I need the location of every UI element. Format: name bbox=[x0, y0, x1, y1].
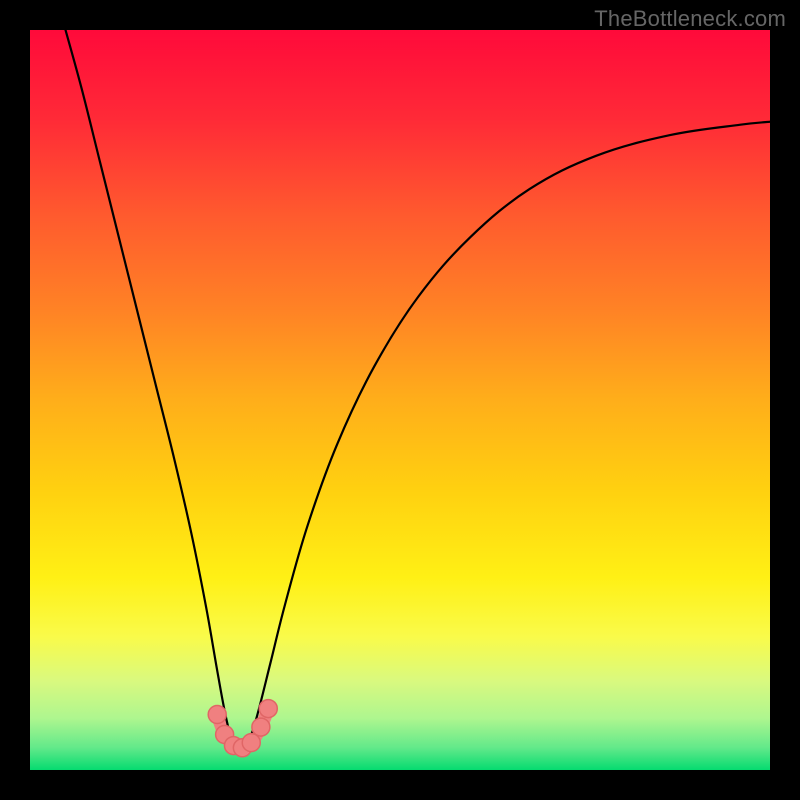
dip-marker bbox=[252, 718, 270, 736]
chart-svg bbox=[30, 30, 770, 770]
dip-marker bbox=[242, 734, 260, 752]
dip-markers bbox=[208, 700, 277, 757]
bottleneck-curve bbox=[66, 30, 770, 750]
watermark-text: TheBottleneck.com bbox=[594, 6, 786, 32]
dip-marker bbox=[259, 700, 277, 718]
plot-area bbox=[30, 30, 770, 770]
dip-marker bbox=[208, 706, 226, 724]
